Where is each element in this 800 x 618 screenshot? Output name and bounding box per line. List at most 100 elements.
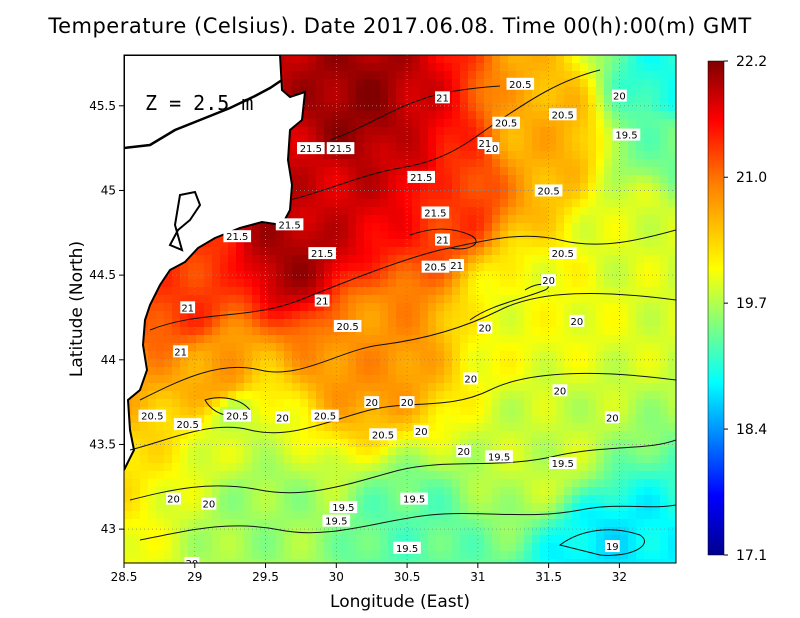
field-cell (340, 103, 349, 112)
field-cell (236, 279, 245, 288)
field-cell (148, 479, 157, 488)
field-cell (476, 543, 485, 552)
field-cell (276, 231, 285, 240)
field-cell (324, 207, 333, 216)
field-cell (556, 159, 565, 168)
field-cell (244, 543, 253, 552)
field-cell (612, 183, 621, 192)
field-cell (436, 519, 445, 528)
field-cell (668, 551, 676, 560)
field-cell (580, 207, 589, 216)
field-cell (636, 439, 645, 448)
field-cell (364, 239, 373, 248)
field-cell (452, 199, 461, 208)
field-cell (396, 423, 405, 432)
field-cell (316, 511, 325, 520)
field-cell (444, 303, 453, 312)
field-cell (364, 279, 373, 288)
field-cell (492, 503, 501, 512)
field-cell (588, 479, 597, 488)
field-cell (580, 559, 589, 563)
field-cell (172, 359, 181, 368)
field-cell (580, 343, 589, 352)
field-cell (508, 383, 517, 392)
field-cell (356, 127, 365, 136)
field-cell (660, 511, 669, 520)
field-cell (404, 455, 413, 464)
field-cell (340, 87, 349, 96)
field-cell (212, 375, 221, 384)
field-cell (460, 119, 469, 128)
field-cell (500, 311, 509, 320)
field-cell (668, 231, 676, 240)
field-cell (372, 79, 381, 88)
y-tick-label: 43 (101, 522, 116, 536)
field-cell (508, 431, 517, 440)
field-cell (268, 263, 277, 272)
field-cell (580, 135, 589, 144)
field-cell (516, 327, 525, 336)
field-cell (388, 295, 397, 304)
field-cell (364, 175, 373, 184)
field-cell (436, 295, 445, 304)
field-cell (316, 423, 325, 432)
field-cell (516, 135, 525, 144)
field-cell (628, 223, 637, 232)
field-cell (644, 127, 653, 136)
field-cell (524, 487, 533, 496)
field-cell (540, 367, 549, 376)
field-cell (644, 407, 653, 416)
field-cell (236, 455, 245, 464)
field-cell (364, 423, 373, 432)
field-cell (604, 127, 613, 136)
field-cell (508, 231, 517, 240)
field-cell (572, 551, 581, 560)
field-cell (588, 447, 597, 456)
field-cell (580, 327, 589, 336)
field-cell (652, 223, 661, 232)
field-cell (364, 367, 373, 376)
field-cell (596, 255, 605, 264)
field-cell (572, 183, 581, 192)
field-cell (564, 399, 573, 408)
field-cell (428, 407, 437, 416)
field-cell (508, 263, 517, 272)
field-cell (212, 311, 221, 320)
field-cell (628, 559, 637, 563)
field-cell (452, 167, 461, 176)
field-cell (372, 143, 381, 152)
field-cell (396, 199, 405, 208)
field-cell (444, 215, 453, 224)
field-cell (388, 63, 397, 72)
field-cell (660, 143, 669, 152)
field-cell (396, 431, 405, 440)
field-cell (468, 415, 477, 424)
field-cell (556, 559, 565, 563)
field-cell (660, 55, 669, 64)
field-cell (404, 415, 413, 424)
field-cell (204, 279, 213, 288)
field-cell (308, 295, 317, 304)
field-cell (628, 535, 637, 544)
field-cell (388, 551, 397, 560)
field-cell (500, 343, 509, 352)
field-cell (460, 295, 469, 304)
field-cell (268, 231, 277, 240)
field-cell (156, 367, 165, 376)
field-cell (668, 431, 676, 440)
field-cell (500, 543, 509, 552)
field-cell (532, 303, 541, 312)
field-cell (620, 319, 629, 328)
field-cell (516, 551, 525, 560)
field-cell (596, 335, 605, 344)
field-cell (508, 87, 517, 96)
field-cell (204, 303, 213, 312)
field-cell (148, 351, 157, 360)
field-cell (396, 55, 405, 64)
field-cell (220, 287, 229, 296)
field-cell (492, 367, 501, 376)
field-cell (220, 247, 229, 256)
field-cell (556, 487, 565, 496)
field-cell (436, 391, 445, 400)
field-cell (548, 351, 557, 360)
